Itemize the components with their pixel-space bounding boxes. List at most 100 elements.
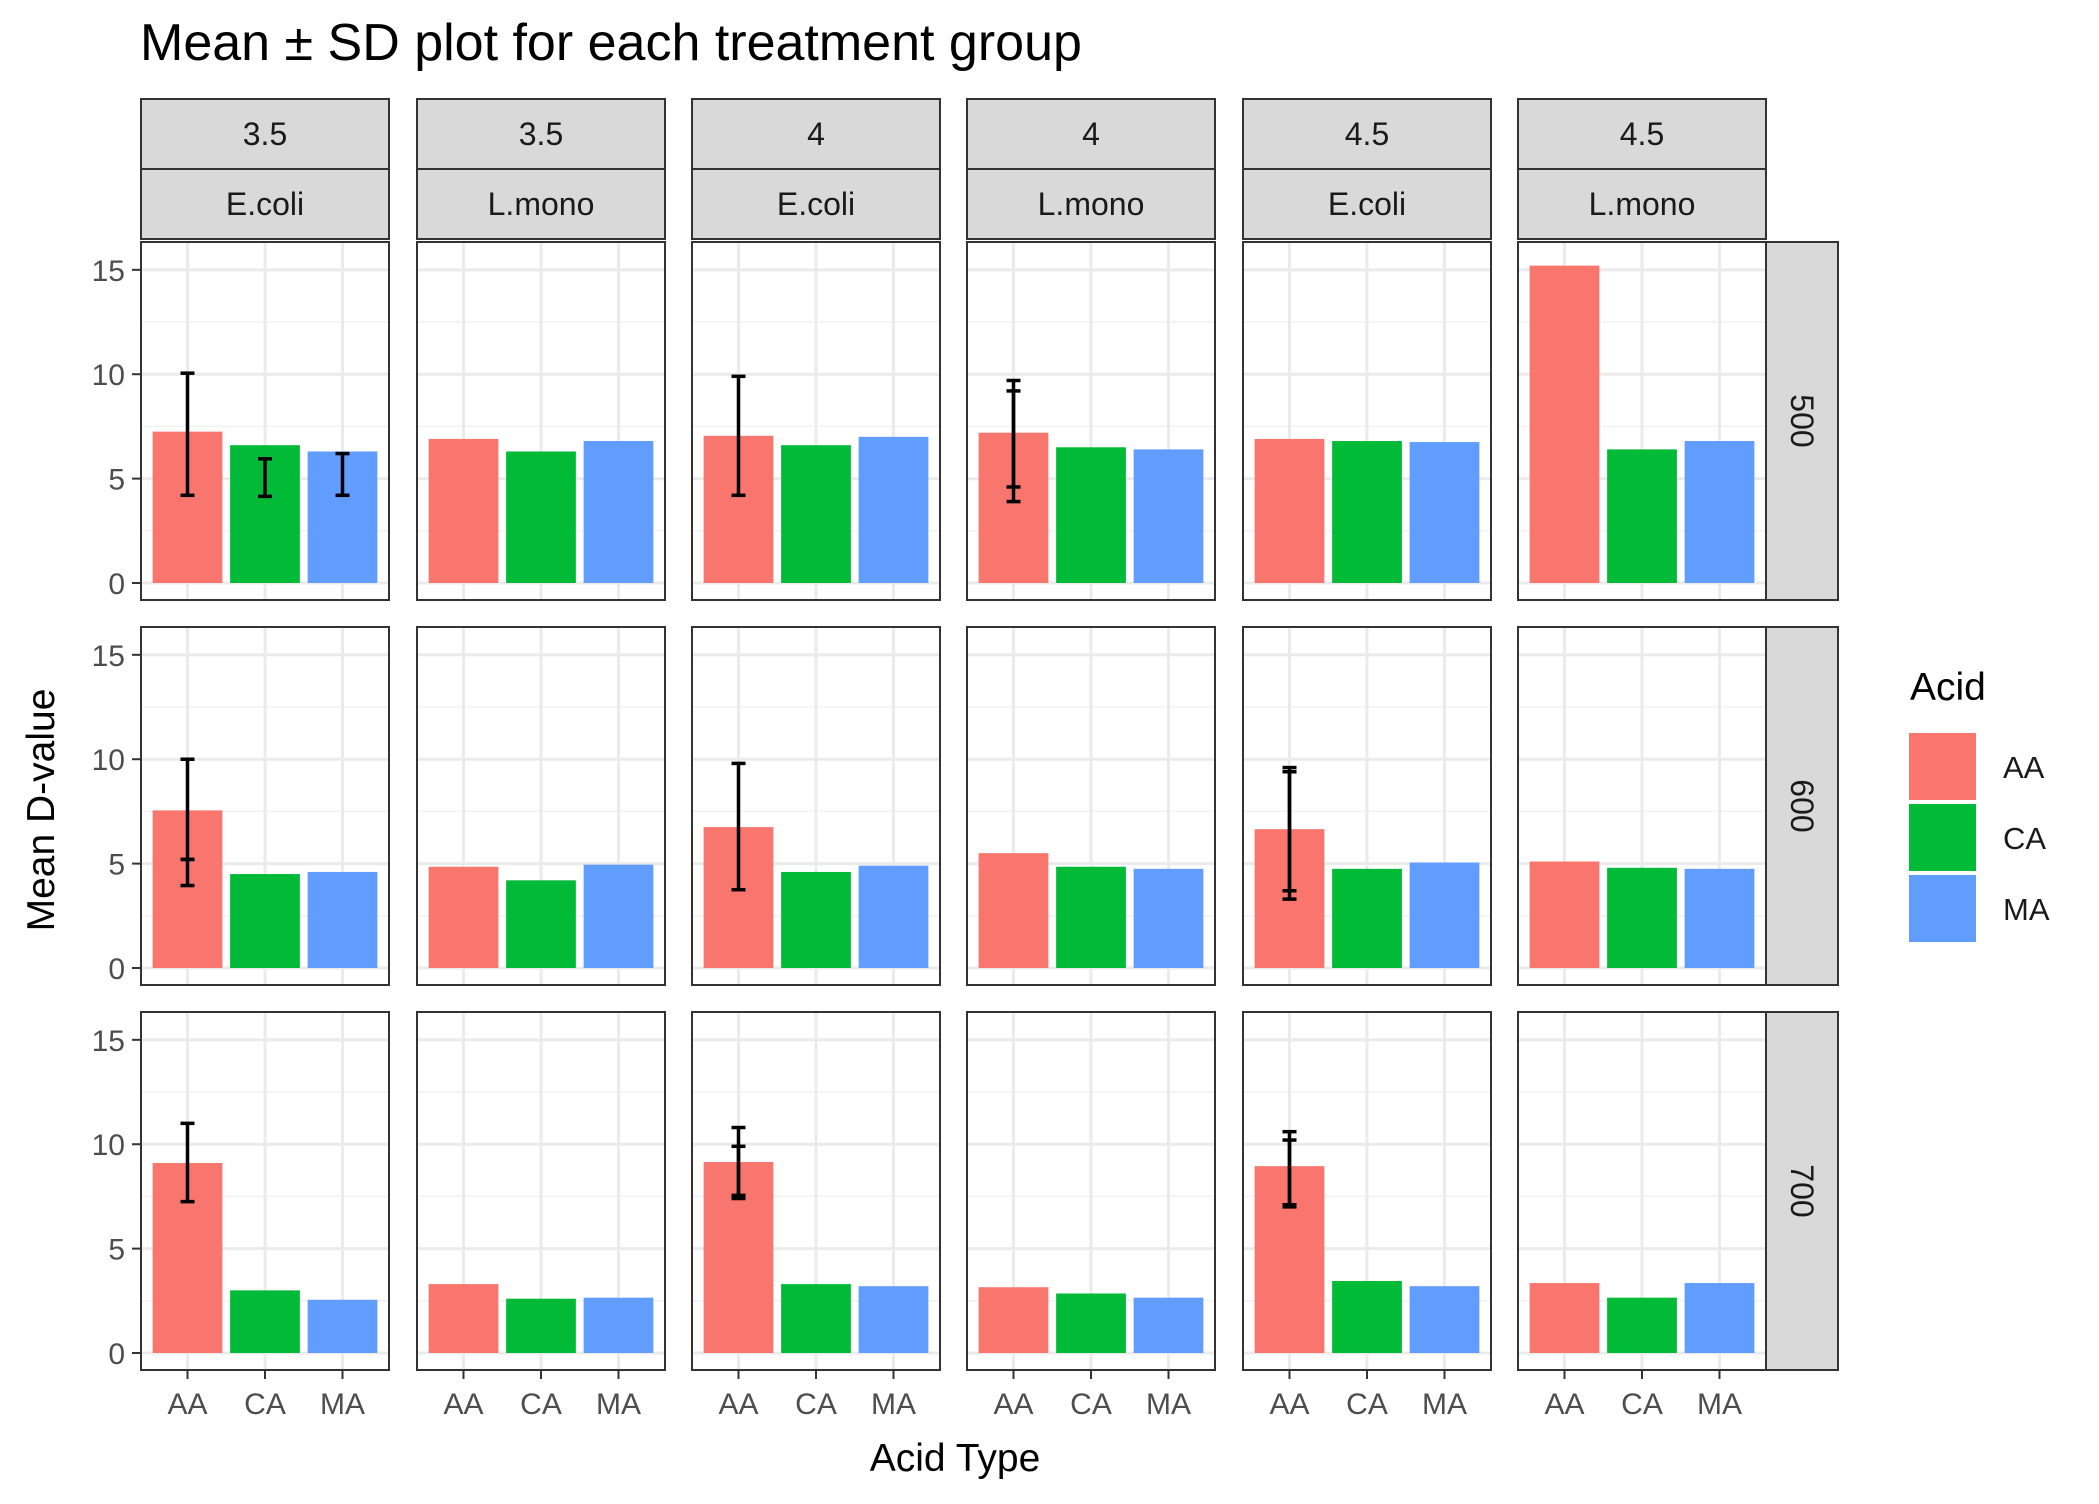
strip-right-0 [1765,241,1839,601]
x-tick-label: MA [1697,1388,1742,1421]
strip-mid-0 [140,168,390,240]
strip-top-label-4: 4.5 [1345,116,1389,152]
bar-CA [1607,449,1677,583]
y-tick-label: 10 [92,359,125,392]
panel-r2-c2: AA CA MA [691,1011,941,1421]
bar-CA [506,880,576,968]
bar-CA [1332,441,1402,583]
bar-AA [978,1287,1049,1353]
panel-r0-c3 [966,241,1216,601]
strip-right-label-0: 500 [1784,394,1820,447]
x-tick-label: CA [795,1388,837,1421]
panel-r0-c5 [1517,241,1767,601]
strip-right-2 [1765,1011,1839,1371]
panel-r0-c4 [1242,241,1492,601]
panel-border [416,626,666,986]
legend: Acid AA CA MA [1909,666,2050,942]
y-tick-label: 10 [92,1129,125,1162]
bar-AA [1529,265,1600,583]
panel-r2-c3: AA CA MA [966,1011,1216,1421]
y-tick-label: 15 [92,1025,125,1058]
strip-right-label-2: 700 [1784,1164,1820,1217]
bar-AA [1529,861,1600,968]
y-tick-label: 5 [108,1234,125,1267]
x-tick-label: MA [1422,1388,1467,1421]
panel-r1-c4 [1242,626,1492,986]
strip-mid-2 [691,168,941,240]
bar-MA [1684,868,1755,968]
x-tick-label: MA [871,1388,916,1421]
bar-AA [428,438,499,583]
x-tick-label: AA [167,1388,207,1421]
panel-r2-c4: AA CA MA [1242,1011,1492,1421]
y-axis-title: Mean D-value [20,689,63,932]
panel-r1-c3 [966,626,1216,986]
y-tick-label: 5 [108,849,125,882]
bar-MA [1133,449,1204,583]
strip-top-0 [140,98,390,170]
strip-mid-4 [1242,168,1492,240]
bar-CA [230,1290,300,1353]
bar-CA [230,874,300,968]
panel-border [1517,626,1767,986]
legend-label-AA: AA [2003,750,2045,785]
bar-AA [1529,1283,1600,1353]
bar-CA [1056,866,1126,968]
strip-right-1 [1765,626,1839,986]
bar-MA [1409,442,1480,583]
legend-items: AA CA MA [1909,733,2050,942]
bar-CA [1607,867,1677,968]
x-tick-label: CA [520,1388,562,1421]
x-tick-label: AA [993,1388,1033,1421]
strip-top-label-3: 4 [1082,116,1100,152]
bar-MA [583,441,654,583]
x-tick-label: CA [1621,1388,1663,1421]
legend-swatch-CA [1909,804,1976,871]
panel-border [140,241,390,601]
panel-r1-c5 [1517,626,1767,986]
strip-mid-label-1: L.mono [488,186,595,222]
legend-title: Acid [1910,666,1986,709]
legend-label-MA: MA [2003,892,2050,927]
x-tick-label: MA [320,1388,365,1421]
strip-mid-5 [1517,168,1767,240]
y-tick-label: 0 [108,1338,125,1371]
panel-r0-c0: 0 5 10 15 [92,241,390,601]
strip-top-label-1: 3.5 [519,116,563,152]
panel-border [691,241,941,601]
panel-r0-c2 [691,241,941,601]
bar-MA [1409,862,1480,968]
x-tick-label: AA [1269,1388,1309,1421]
panel-border [966,626,1216,986]
x-tick-label: CA [244,1388,286,1421]
bar-MA [1409,1286,1480,1353]
bar-CA [781,445,851,583]
bar-MA [583,1297,654,1353]
x-tick-label: CA [1070,1388,1112,1421]
bar-MA [583,864,654,968]
bar-MA [1684,441,1755,583]
bar-MA [858,865,929,968]
strip-mid-3 [966,168,1216,240]
strip-mid-label-3: L.mono [1038,186,1145,222]
strip-mid-1 [416,168,666,240]
bar-CA [1332,1280,1402,1353]
strip-top-label-2: 4 [807,116,825,152]
y-tick-label: 15 [92,640,125,673]
bar-AA [428,866,499,968]
x-tick-label: AA [718,1388,758,1421]
bar-MA [307,871,378,968]
bar-CA [1332,868,1402,968]
strip-top-5 [1517,98,1767,170]
bar-MA [1133,868,1204,968]
bar-MA [1684,1283,1755,1353]
panel-border [1517,241,1767,601]
panel-r2-c5: AA CA MA [1517,1011,1767,1421]
panels-layer: 3.5 E.coli 3.5 L.mono 4 E.coli 4 L.mono 4.5 E.col… [92,98,1839,1421]
panel-border [1242,241,1492,601]
panel-border [416,241,666,601]
x-tick-label: MA [596,1388,641,1421]
strip-top-label-5: 4.5 [1620,116,1664,152]
